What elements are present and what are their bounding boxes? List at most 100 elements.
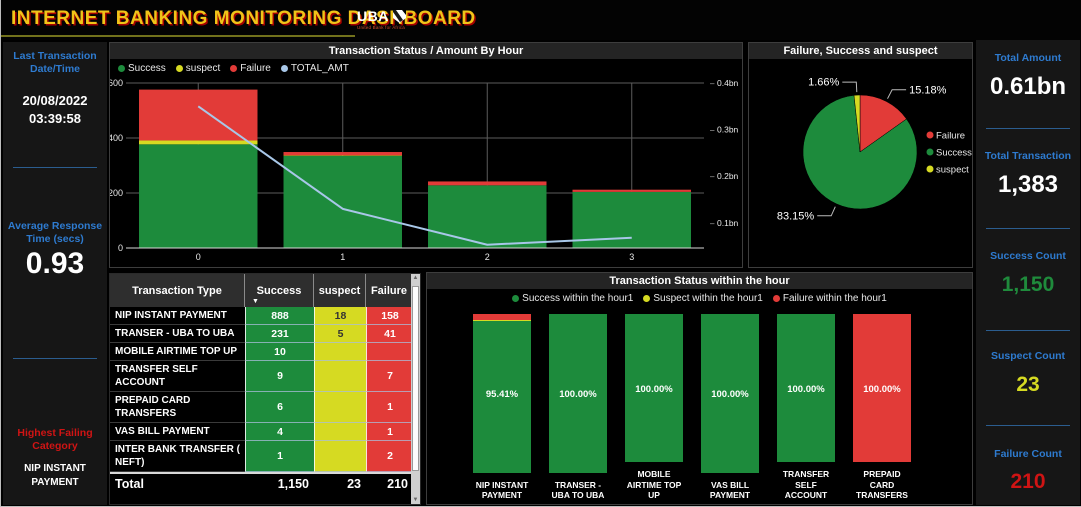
table-cell-type[interactable]: TRANSER - UBA TO UBA: [110, 325, 245, 343]
hour-bar[interactable]: 100.00%: [701, 314, 759, 473]
pie-data-label: 1.66%: [808, 77, 839, 89]
table-cell-value[interactable]: 888: [245, 307, 314, 325]
table-cell-value[interactable]: 1: [245, 441, 314, 472]
table-cell-type[interactable]: NIP INSTANT PAYMENT: [110, 307, 245, 325]
header-bar: INTERNET BANKING MONITORING DASHBOARD UB…: [1, 0, 1081, 40]
table-cell-value[interactable]: [314, 361, 366, 392]
table-cell-value[interactable]: 6: [245, 392, 314, 423]
bar-segment-success[interactable]: [428, 185, 547, 248]
bar-segment-failure[interactable]: [139, 89, 258, 141]
pie-slice-failure[interactable]: [859, 94, 907, 153]
bar-segment-suspect[interactable]: [473, 320, 531, 322]
bar-category-label: MOBILE AIRTIME TOP UP: [626, 469, 682, 500]
legend-label: Success: [128, 62, 166, 74]
hour-bar-column: 100.00% VAS BILL PAYMENT: [701, 314, 759, 500]
table-cell-value[interactable]: 10: [245, 343, 314, 361]
transaction-table: Transaction Type Success ▼ suspect Failure NI…: [110, 274, 413, 494]
divider: [13, 167, 97, 168]
pie-legend-label[interactable]: Failure: [936, 131, 965, 142]
legend-dot-icon: [280, 64, 288, 72]
hour-bar[interactable]: 100.00%: [853, 314, 911, 463]
legend-item-success[interactable]: Success: [118, 63, 166, 74]
pie-chart-title: Failure, Success and suspect: [749, 43, 972, 59]
bar-category-label: TRANSFER SELF ACCOUNT: [782, 469, 830, 500]
hour-bar-column: 100.00% TRANSFER SELF ACCOUNT: [777, 314, 835, 500]
legend-item-suspect[interactable]: suspect: [175, 63, 220, 74]
pie-slice-suspect[interactable]: [853, 94, 861, 153]
table-header-suspect[interactable]: suspect: [314, 274, 366, 307]
legend-item[interactable]: Success within the hour1: [512, 293, 633, 304]
last-transaction-label: Last Transaction Date/Time: [13, 50, 97, 76]
legend-item[interactable]: Failure within the hour1: [772, 293, 887, 304]
bar-segment-failure[interactable]: [853, 314, 911, 463]
bar-segment-failure[interactable]: [473, 314, 531, 321]
right-axis-tick-label: 0.4bn: [717, 78, 739, 88]
table-cell-value[interactable]: 41: [366, 325, 413, 343]
legend-dot-icon: [512, 294, 520, 302]
table-cell-value[interactable]: 5: [314, 325, 366, 343]
table-cell-type[interactable]: INTER BANK TRANSFER ( NEFT): [110, 441, 245, 472]
table-cell-value[interactable]: 1: [366, 423, 413, 441]
table-header-transaction-type[interactable]: Transaction Type: [110, 274, 245, 307]
hour-bar[interactable]: 100.00%: [777, 314, 835, 463]
bar-segment-success[interactable]: [473, 321, 531, 473]
table-cell-value[interactable]: [314, 392, 366, 423]
bar-segment-failure[interactable]: [572, 189, 691, 192]
table-cell-value[interactable]: 1: [366, 392, 413, 423]
scroll-down-icon[interactable]: ▼: [412, 497, 419, 503]
hour-bar[interactable]: 100.00%: [549, 314, 607, 473]
bar-segment-failure[interactable]: [428, 181, 547, 186]
table-cell-value[interactable]: 7: [366, 361, 413, 392]
hour-bar[interactable]: 100.00%: [625, 314, 683, 463]
table-cell-value[interactable]: [314, 343, 366, 361]
bar-segment-suspect[interactable]: [139, 140, 258, 145]
hour-bar[interactable]: 95.41%: [473, 314, 531, 473]
scrollbar-thumb[interactable]: [412, 286, 419, 471]
pie-legend-label[interactable]: Success: [936, 148, 972, 159]
table-header-failure[interactable]: Failure: [366, 274, 413, 307]
pie-slice-success[interactable]: [802, 95, 918, 210]
scroll-up-icon[interactable]: ▲: [412, 275, 419, 281]
bar-segment-failure[interactable]: [283, 152, 402, 156]
legend-dot-icon: [926, 148, 934, 156]
bar-segment-success[interactable]: [777, 314, 835, 463]
bar-segment-success[interactable]: [625, 314, 683, 463]
left-axis-tick-label: 400: [110, 133, 123, 143]
bar-segment-success[interactable]: [139, 144, 258, 248]
table-cell-value[interactable]: 158: [366, 307, 413, 325]
legend-dot-icon: [175, 64, 183, 72]
table-cell-value[interactable]: [314, 441, 366, 472]
legend-item-failure[interactable]: Failure: [230, 63, 271, 74]
table-total-value: 23: [314, 472, 366, 494]
legend-item-total_amt[interactable]: TOTAL_AMT: [280, 63, 349, 74]
legend-item[interactable]: Suspect within the hour1: [643, 293, 763, 304]
right-axis-tick-dash: –: [710, 79, 715, 88]
table-cell-value[interactable]: 9: [245, 361, 314, 392]
pie-chart[interactable]: 15.18% 83.15% 1.66% Failure Success suspect: [749, 59, 972, 267]
table-cell-type[interactable]: MOBILE AIRTIME TOP UP: [110, 343, 245, 361]
bar-segment-suspect[interactable]: [283, 155, 402, 156]
bar-segment-success[interactable]: [701, 314, 759, 473]
table-cell-value[interactable]: 18: [314, 307, 366, 325]
table-cell-type[interactable]: PREPAID CARD TRANSFERS: [110, 392, 245, 423]
combo-chart-legend: Success suspect Failure TOTAL_AMT: [110, 59, 742, 74]
table-header-success[interactable]: Success ▼: [245, 274, 314, 307]
failure-count-value: 210: [1010, 470, 1046, 493]
uba-logo: UBA United Bank for Africa: [357, 8, 417, 30]
pie-legend-label[interactable]: suspect: [936, 165, 969, 176]
bar-segment-success[interactable]: [549, 314, 607, 473]
table-cell-type[interactable]: TRANSFER SELF ACCOUNT: [110, 361, 245, 392]
x-axis-tick-label: 2: [485, 252, 490, 262]
bar-segment-success[interactable]: [283, 155, 402, 248]
divider: [986, 228, 1070, 229]
table-cell-value[interactable]: [366, 343, 413, 361]
table-cell-value[interactable]: 4: [245, 423, 314, 441]
table-cell-value[interactable]: 2: [366, 441, 413, 472]
table-cell-type[interactable]: VAS BILL PAYMENT: [110, 423, 245, 441]
table-cell-value[interactable]: 231: [245, 325, 314, 343]
table-scrollbar[interactable]: ▲ ▼: [411, 274, 420, 504]
total-amt-line[interactable]: [197, 105, 632, 246]
pie-data-label: 15.18%: [909, 84, 947, 96]
table-cell-value[interactable]: [314, 423, 366, 441]
